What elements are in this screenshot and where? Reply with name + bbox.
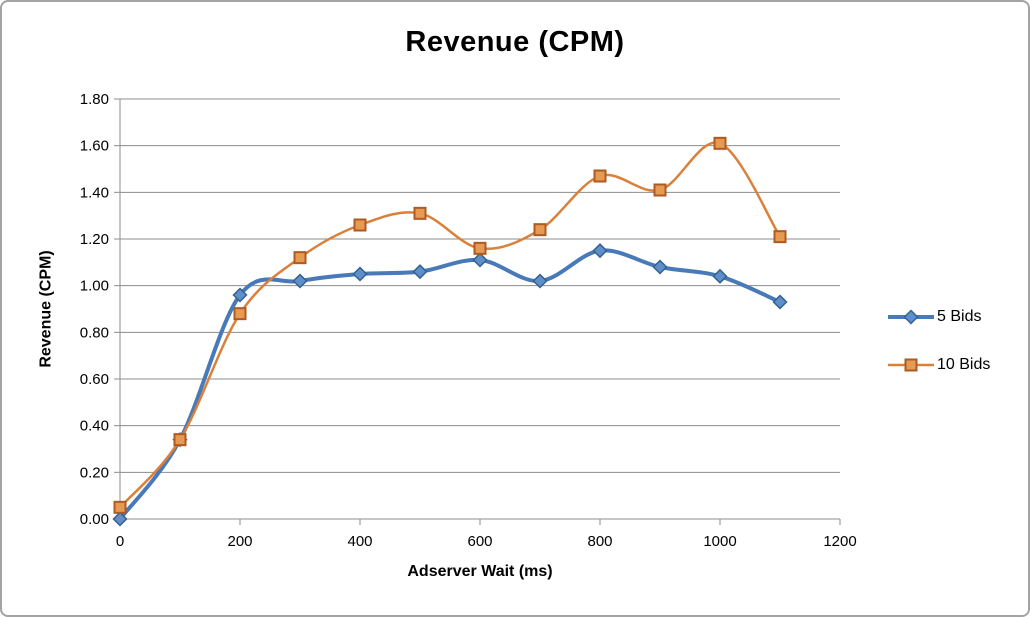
y-tick-label: 1.80 — [80, 91, 109, 108]
y-tick-label: 1.60 — [80, 138, 109, 155]
data-point-5-bids — [412, 264, 428, 280]
data-point-10-bids — [113, 500, 127, 514]
data-point-10-bids — [713, 136, 727, 150]
legend-swatch-5-bids — [888, 309, 934, 325]
data-point-5-bids — [772, 294, 788, 310]
series-line-5-bids — [118, 248, 782, 521]
data-point-10-bids — [653, 183, 667, 197]
legend-entry-10-bids[interactable]: 10 Bids — [888, 356, 990, 374]
x-tick-label: 200 — [227, 533, 252, 550]
legend-label-5-bids: 5 Bids — [937, 308, 982, 325]
chart-title: Revenue (CPM) — [405, 26, 625, 58]
y-tick-label: 0.60 — [80, 371, 109, 388]
y-tick-label: 0.80 — [80, 324, 109, 341]
y-tick-label: 1.40 — [80, 184, 109, 201]
data-point-10-bids — [233, 307, 247, 321]
x-tick-label: 1200 — [823, 533, 856, 550]
y-tick-label: 0.00 — [80, 511, 109, 528]
x-axis-title: Adserver Wait (ms) — [407, 563, 553, 580]
x-tick-label: 400 — [347, 533, 372, 550]
y-tick-label: 1.20 — [80, 231, 109, 248]
x-tick-label: 800 — [587, 533, 612, 550]
legend-marker-10-bids — [904, 358, 918, 372]
data-point-10-bids — [173, 433, 187, 447]
data-point-10-bids — [473, 241, 487, 255]
legend-marker-5-bids — [903, 309, 919, 325]
data-point-5-bids — [232, 287, 248, 303]
data-point-10-bids — [413, 206, 427, 220]
data-point-5-bids — [112, 511, 128, 527]
y-axis-title: Revenue (CPM) — [38, 250, 56, 368]
data-point-5-bids — [292, 273, 308, 289]
data-point-5-bids — [592, 243, 608, 259]
data-point-10-bids — [593, 169, 607, 183]
y-tick-label: 0.20 — [80, 464, 109, 481]
legend: 5 Bids 10 Bids — [888, 308, 990, 374]
x-tick-label: 0 — [116, 533, 124, 550]
legend-entry-5-bids[interactable]: 5 Bids — [888, 308, 990, 326]
data-point-5-bids — [652, 259, 668, 275]
series-line-10-bids — [118, 141, 782, 509]
data-point-10-bids — [293, 251, 307, 265]
legend-label-10-bids: 10 Bids — [937, 356, 991, 373]
data-point-5-bids — [532, 273, 548, 289]
data-point-5-bids — [712, 268, 728, 284]
data-point-5-bids — [352, 266, 368, 282]
x-tick-label: 1000 — [703, 533, 736, 550]
data-point-10-bids — [533, 223, 547, 237]
y-tick-label: 0.40 — [80, 418, 109, 435]
x-tick-label: 600 — [467, 533, 492, 550]
data-point-10-bids — [353, 218, 367, 232]
data-point-10-bids — [773, 230, 787, 244]
data-point-5-bids — [472, 252, 488, 268]
y-tick-label: 1.00 — [80, 278, 109, 295]
legend-swatch-10-bids — [888, 358, 934, 372]
